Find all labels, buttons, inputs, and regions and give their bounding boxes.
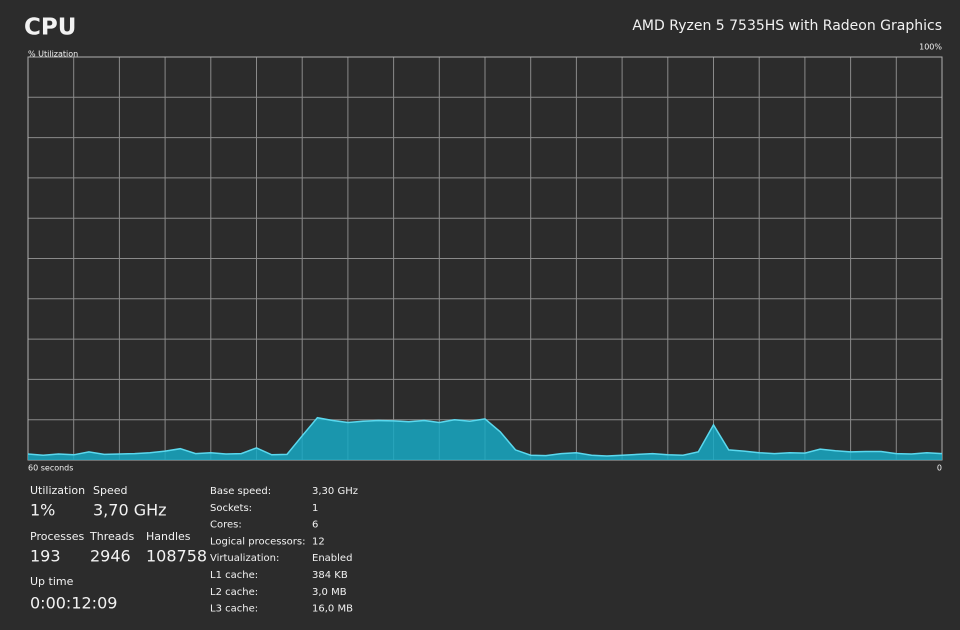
- stat-value: 3,70 GHz: [93, 501, 167, 520]
- stat-label: Handles: [146, 530, 191, 543]
- stat-value: 1%: [30, 501, 55, 520]
- detail-label: L1 cache:: [210, 570, 258, 581]
- utilization-line: [27, 416, 943, 457]
- x-tick-label: 0: [937, 464, 942, 473]
- title: CPU: [24, 15, 76, 41]
- detail-value: 1: [312, 503, 318, 514]
- processor-name: AMD Ryzen 5 7535HS with Radeon Graphics: [632, 18, 942, 34]
- detail-value: 3,30 GHz: [312, 486, 358, 497]
- detail-label: Sockets:: [210, 503, 252, 514]
- detail-value: Enabled: [312, 553, 352, 564]
- detail-value: 384 KB: [312, 570, 348, 581]
- stat-label: Threads: [89, 530, 134, 543]
- grid: [28, 57, 942, 460]
- detail-label: Cores:: [210, 520, 242, 531]
- stat-value: 2946: [90, 547, 131, 566]
- detail-value: 12: [312, 536, 325, 547]
- stat-label: Speed: [93, 484, 127, 497]
- x-tick-label: 60 seconds: [28, 464, 73, 473]
- detail-value: 3,0 MB: [312, 587, 347, 598]
- detail-label: Base speed:: [210, 486, 271, 497]
- y-tick-label: 100%: [919, 43, 942, 52]
- utilization-area: [28, 417, 942, 460]
- stat-label: Up time: [30, 575, 74, 588]
- stat-value: 108758: [146, 547, 207, 566]
- stat-value: 0:00:12:09: [30, 594, 117, 613]
- stat-value: 193: [30, 547, 61, 566]
- detail-value: 6: [312, 520, 318, 531]
- detail-value: 16,0 MB: [312, 604, 353, 615]
- stat-label: Processes: [30, 530, 84, 543]
- detail-label: Virtualization:: [210, 553, 279, 564]
- detail-label: L3 cache:: [210, 604, 258, 615]
- detail-label: L2 cache:: [210, 587, 258, 598]
- y-axis-label: % Utilization: [28, 50, 78, 59]
- detail-label: Logical processors:: [210, 536, 305, 547]
- stat-label: Utilization: [30, 484, 85, 497]
